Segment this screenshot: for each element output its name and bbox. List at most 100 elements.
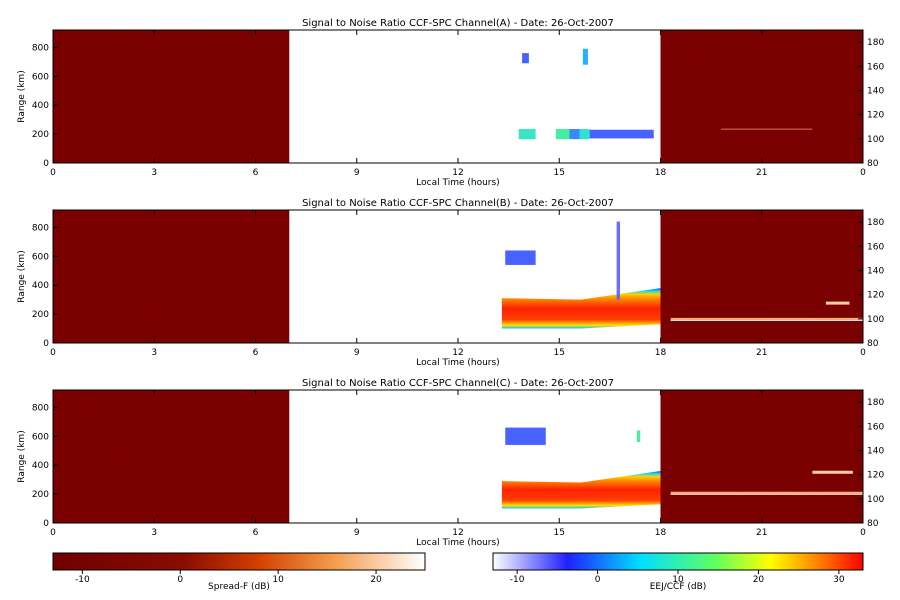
x-tick-label: 9 bbox=[354, 348, 360, 358]
colorbar-spread-f-label: Spread-F (dB) bbox=[208, 582, 270, 592]
echo-blob bbox=[522, 53, 529, 64]
x-axis-label: Local Time (hours) bbox=[416, 358, 499, 368]
x-tick-label: 6 bbox=[253, 168, 259, 178]
y-tick-label: 600 bbox=[32, 432, 49, 442]
colorbar-eej-ccf-bar bbox=[492, 552, 864, 571]
colorbar-spread-f-bar bbox=[52, 552, 426, 571]
colorbar-eej-ccf-label: EEJ/CCF (dB) bbox=[650, 582, 707, 592]
right-y-tick-label: 120 bbox=[867, 111, 884, 121]
spread-f-texture bbox=[53, 390, 290, 523]
right-y-tick-label: 100 bbox=[867, 315, 884, 325]
right-y-tick-label: 80 bbox=[867, 339, 879, 349]
x-tick-label: 0 bbox=[50, 168, 56, 178]
echo-blob bbox=[582, 48, 588, 65]
right-y-tick-label: 180 bbox=[867, 398, 884, 408]
eej-layer bbox=[501, 288, 661, 329]
right-y-tick-label: 140 bbox=[867, 446, 884, 456]
y-tick-label: 400 bbox=[32, 101, 49, 111]
colorbar-tick-label: 0 bbox=[177, 575, 183, 585]
colorbar-tick-label: 20 bbox=[753, 575, 765, 585]
x-tick-label: 9 bbox=[354, 528, 360, 538]
x-tick-label: 15 bbox=[554, 168, 565, 178]
x-tick-label: 3 bbox=[151, 168, 157, 178]
right-y-tick-label: 80 bbox=[867, 159, 879, 169]
x-tick-label: 12 bbox=[452, 348, 463, 358]
colorbar-tick-label: 10 bbox=[672, 575, 684, 585]
x-tick-label: 9 bbox=[354, 168, 360, 178]
colorbar-spread-f: -10 0 10 20 Spread-F (dB) bbox=[52, 552, 426, 592]
echo-blob bbox=[518, 129, 536, 140]
y-tick-label: 400 bbox=[32, 281, 49, 291]
x-tick-label: 12 bbox=[452, 528, 463, 538]
right-y-tick-label: 160 bbox=[867, 422, 884, 432]
panel-title: Signal to Noise Ratio CCF-SPC Channel(B)… bbox=[302, 198, 614, 209]
x-tick-label: 15 bbox=[554, 348, 565, 358]
x-tick-label: 0 bbox=[860, 348, 866, 358]
panel-channel-c: 0 3 6 9 12 15 18 21 0020040060080080100120140160… bbox=[17, 378, 884, 548]
right-y-tick-label: 100 bbox=[867, 495, 884, 505]
x-tick-label: 0 bbox=[50, 528, 56, 538]
spread-f-texture bbox=[660, 390, 863, 523]
x-tick-label: 3 bbox=[151, 348, 157, 358]
x-tick-label: 18 bbox=[655, 168, 667, 178]
spread-f-texture bbox=[660, 30, 863, 163]
right-y-tick-label: 160 bbox=[867, 242, 884, 252]
right-y-tick-label: 160 bbox=[867, 62, 884, 72]
echo-blob bbox=[555, 129, 570, 140]
x-tick-label: 0 bbox=[50, 348, 56, 358]
x-tick-label: 0 bbox=[860, 528, 866, 538]
y-tick-label: 600 bbox=[32, 72, 49, 82]
echo-blob bbox=[589, 129, 654, 139]
right-y-tick-label: 140 bbox=[867, 266, 884, 276]
right-y-tick-label: 80 bbox=[867, 519, 879, 529]
colorbar-tick-label: 0 bbox=[595, 575, 601, 585]
y-tick-label: 800 bbox=[32, 223, 49, 233]
colorbar-tick-label: 30 bbox=[833, 575, 845, 585]
eej-layer bbox=[501, 470, 661, 509]
spread-f-texture bbox=[53, 30, 290, 163]
echo-blob bbox=[636, 430, 641, 443]
y-tick-label: 200 bbox=[32, 310, 49, 320]
colorbar-tick-label: -10 bbox=[510, 575, 525, 585]
x-tick-label: 6 bbox=[253, 348, 259, 358]
right-y-tick-label: 140 bbox=[867, 86, 884, 96]
y-axis-label: Range (km) bbox=[17, 70, 27, 122]
echo-blob bbox=[569, 129, 580, 140]
y-tick-label: 800 bbox=[32, 43, 49, 53]
spread-f-texture bbox=[53, 210, 290, 343]
right-y-tick-label: 180 bbox=[867, 218, 884, 228]
spread-f-texture bbox=[660, 210, 863, 343]
x-tick-label: 18 bbox=[655, 348, 667, 358]
x-tick-label: 0 bbox=[860, 168, 866, 178]
colorbar-tick-label: 10 bbox=[272, 575, 284, 585]
y-axis-label: Range (km) bbox=[17, 430, 27, 482]
echo-blob bbox=[505, 427, 546, 445]
x-tick-label: 21 bbox=[756, 168, 767, 178]
y-tick-label: 600 bbox=[32, 252, 49, 262]
colorbar-eej-ccf: -10 0 10 20 30 EEJ/CCF (dB) bbox=[492, 552, 864, 592]
x-tick-label: 3 bbox=[151, 528, 157, 538]
right-y-tick-label: 120 bbox=[867, 471, 884, 481]
panel-title: Signal to Noise Ratio CCF-SPC Channel(A)… bbox=[302, 18, 614, 29]
x-tick-label: 21 bbox=[756, 348, 767, 358]
echo-blob bbox=[579, 129, 590, 140]
echo-blob bbox=[505, 250, 536, 265]
y-tick-label: 400 bbox=[32, 461, 49, 471]
y-tick-label: 0 bbox=[43, 159, 49, 169]
x-tick-label: 12 bbox=[452, 168, 463, 178]
x-axis-label: Local Time (hours) bbox=[416, 538, 499, 548]
x-tick-label: 15 bbox=[554, 528, 565, 538]
x-axis-label: Local Time (hours) bbox=[416, 178, 499, 188]
y-tick-label: 0 bbox=[43, 519, 49, 529]
echo-blob bbox=[616, 221, 620, 300]
panel-channel-b: 0 3 6 9 12 15 18 21 0020040060080080100120140160… bbox=[17, 198, 884, 368]
right-y-tick-label: 100 bbox=[867, 135, 884, 145]
y-tick-label: 200 bbox=[32, 130, 49, 140]
right-y-tick-label: 120 bbox=[867, 291, 884, 301]
y-tick-label: 0 bbox=[43, 339, 49, 349]
x-tick-label: 6 bbox=[253, 528, 259, 538]
panel-title: Signal to Noise Ratio CCF-SPC Channel(C)… bbox=[302, 378, 614, 389]
y-tick-label: 200 bbox=[32, 490, 49, 500]
colorbar-tick-label: -10 bbox=[75, 575, 90, 585]
